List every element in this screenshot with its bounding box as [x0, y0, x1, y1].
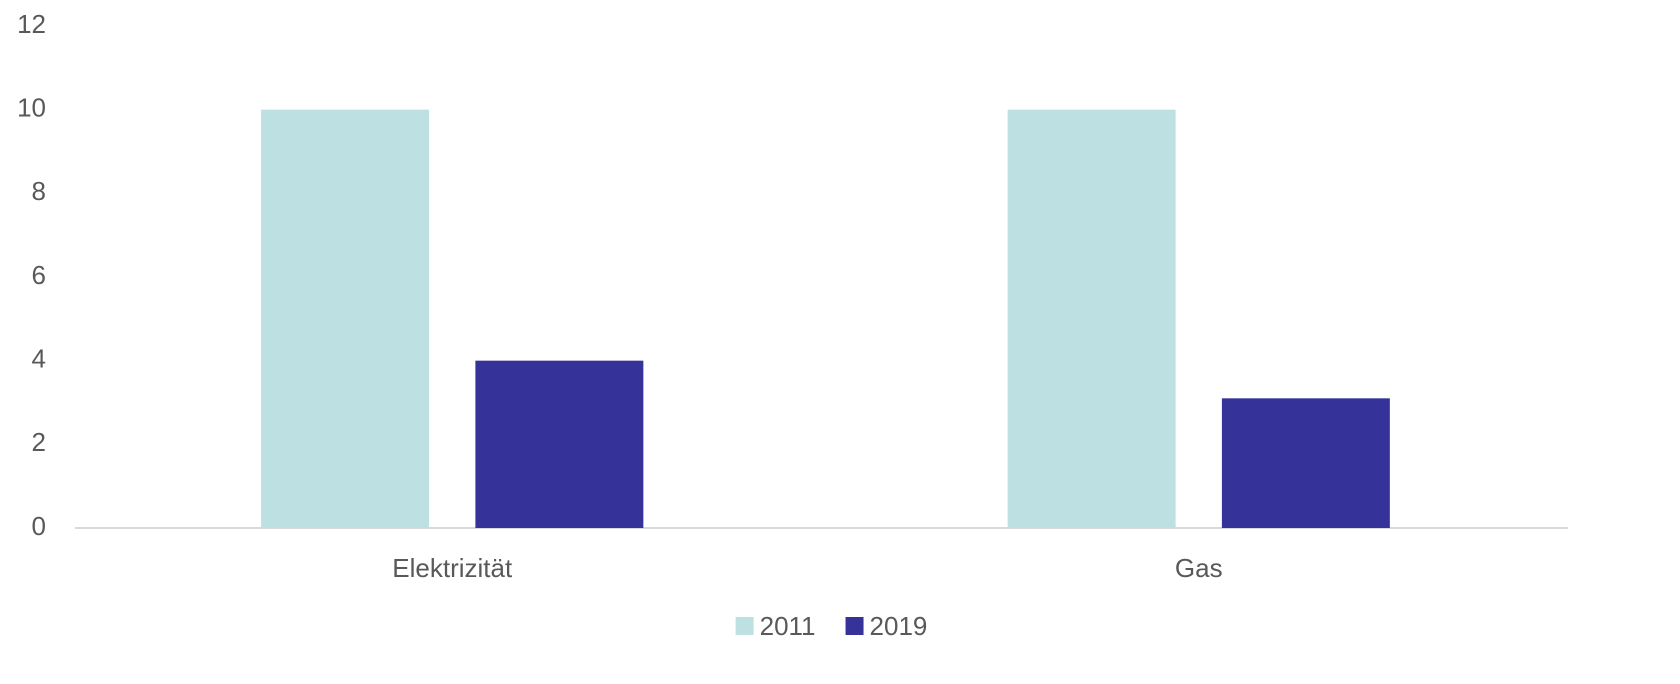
y-tick-label: 12	[17, 9, 46, 39]
legend-label: 2019	[870, 611, 928, 641]
bar	[261, 109, 430, 529]
y-tick-label: 8	[32, 176, 46, 206]
y-tick-label: 6	[32, 260, 46, 290]
legend-label: 2011	[760, 611, 816, 641]
x-tick-label: Elektrizität	[392, 553, 513, 583]
bar	[475, 360, 644, 528]
bar	[1221, 398, 1390, 528]
y-tick-label: 2	[32, 427, 46, 457]
bar	[1007, 109, 1176, 529]
legend-swatch	[845, 617, 864, 635]
y-tick-label: 4	[32, 344, 46, 374]
x-tick-label: Gas	[1175, 553, 1223, 583]
y-tick-label: 10	[17, 93, 46, 123]
y-tick-label: 0	[32, 511, 46, 541]
legend-swatch	[735, 617, 754, 635]
